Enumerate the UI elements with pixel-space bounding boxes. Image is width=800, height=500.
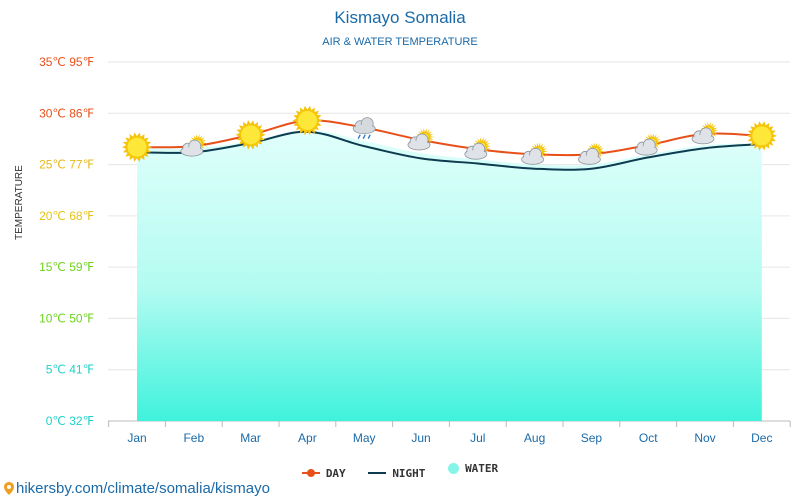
x-tick-label: Nov [694,431,715,445]
x-tick-label: Jul [470,431,485,445]
source-link[interactable]: hikersby.com/climate/somalia/kismayo [4,480,270,497]
x-tick-label: Jun [411,431,430,445]
y-tick-label: 30℃ 86℉ [39,106,94,120]
chart-title: Kismayo Somalia [334,8,466,27]
weather-icons [122,105,777,165]
x-tick-label: Jan [127,431,146,445]
y-tick-label: 20℃ 68℉ [39,209,94,223]
legend-label-night: NIGHT [392,466,426,480]
y-tick-label: 15℃ 59℉ [39,260,94,274]
y-tick-label: 10℃ 50℉ [39,311,94,325]
sun-icon [122,132,152,162]
legend-label-day: DAY [325,466,346,480]
x-tick-label: Dec [751,431,772,445]
x-tick-label: Aug [524,431,545,445]
partly-cloudy-icon [691,121,718,145]
partly-cloudy-icon [464,137,491,160]
partly-cloudy-icon [180,134,207,157]
x-tick-label: Sep [581,431,603,445]
rain-icon [352,117,376,139]
partly-cloudy-icon [578,142,605,165]
sun-icon [235,120,266,150]
y-tick-label: 0℃ 32℉ [46,414,94,428]
partly-cloudy-icon [521,142,548,165]
legend-swatch-night [368,472,387,474]
y-tick-labels: 0℃ 32℉ 5℃ 41℉ 10℃ 50℉ 15℃ 59℉ 20℃ 68℉ 25℃ 77℉… [39,55,94,428]
chart-subtitle: AIR & WATER TEMPERATURE [322,36,478,48]
legend-item-night[interactable]: NIGHT [368,467,425,480]
x-tick-label: Oct [639,431,658,445]
legend-item-water[interactable]: WATER [448,462,498,475]
y-tick-label: 5℃ 41℉ [46,363,94,377]
legend-swatch-water [448,463,460,474]
water-area [137,129,762,421]
y-tick-label: 25℃ 77℉ [39,158,94,172]
legend: DAY NIGHT WATER [0,462,800,480]
partly-cloudy-icon [634,133,662,156]
sun-icon [292,105,323,136]
map-pin-icon [4,482,14,495]
partly-cloudy-icon [407,128,434,151]
x-tick-label: Feb [183,431,204,445]
temperature-chart: 0℃ 32℉ 5℃ 41℉ 10℃ 50℉ 15℃ 59℉ 20℃ 68℉ 25℃ 77℉… [39,55,791,445]
legend-item-day[interactable]: DAY [301,466,346,480]
water-area-layer [137,129,762,421]
x-tick-label: Apr [298,431,317,445]
x-tick-label: Mar [240,431,261,445]
legend-label-water: WATER [465,462,499,475]
sun-icon [746,121,777,151]
x-tick-label: May [353,431,376,445]
source-text: hikersby.com/climate/somalia/kismayo [16,480,270,497]
x-tick-labels: Jan Feb Mar Apr May Jun Jul Aug Sep Oct Nov Dec [108,421,791,445]
legend-swatch-day [301,469,320,477]
y-tick-label: 35℃ 95℉ [39,55,94,69]
